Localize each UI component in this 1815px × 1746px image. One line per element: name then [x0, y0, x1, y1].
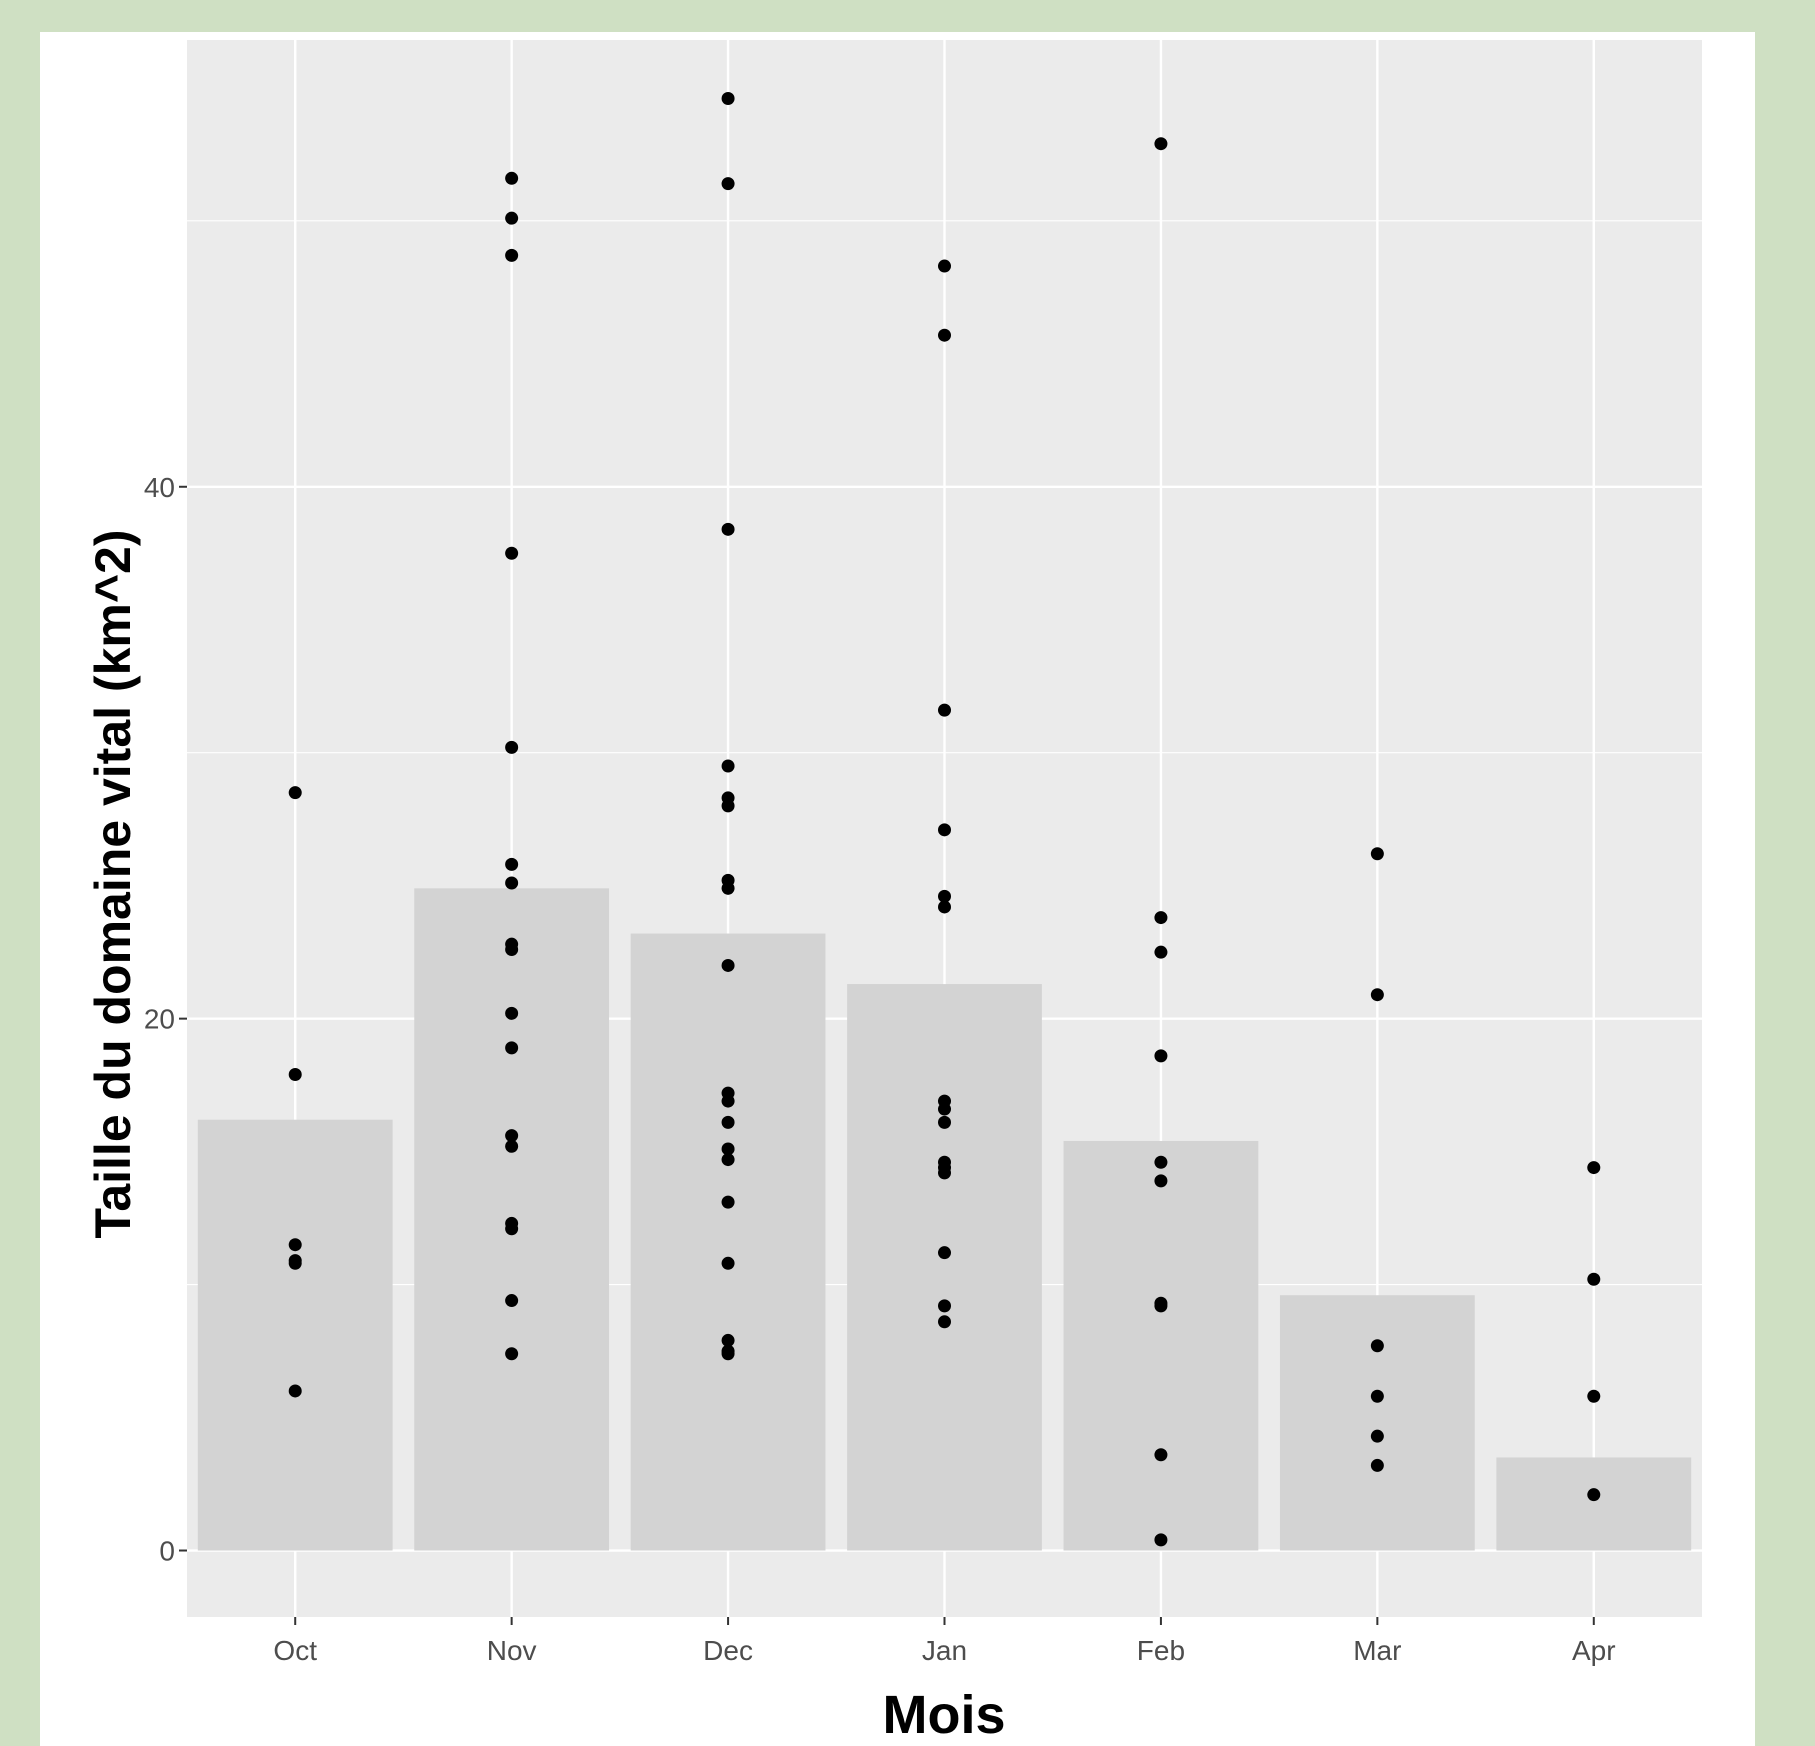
data-point: [288, 1384, 302, 1398]
data-point: [505, 876, 519, 890]
points: [288, 92, 1601, 1547]
chart: 0 20 40 Oct Nov Dec Jan Feb Mar Apr Mois Taille d…: [85, 40, 1702, 1745]
data-point: [505, 740, 519, 754]
axes: 0 20 40 Oct Nov Dec Jan Feb Mar Apr: [144, 472, 1616, 1666]
data-point: [1587, 1272, 1601, 1286]
x-tick-label: Nov: [487, 1635, 537, 1666]
data-point: [938, 1166, 951, 1180]
data-point: [938, 1299, 951, 1313]
data-point: [1154, 911, 1168, 925]
y-axis-title: Taille du domaine vital (km^2): [85, 530, 141, 1239]
data-point: [721, 92, 735, 106]
data-point: [938, 703, 951, 717]
x-tick-label: Apr: [1572, 1635, 1616, 1666]
data-point: [721, 759, 735, 773]
data-point: [505, 1129, 519, 1143]
y-tick-label: 20: [144, 1004, 175, 1035]
data-point: [721, 1094, 735, 1108]
data-point: [721, 1256, 735, 1270]
data-point: [938, 889, 951, 903]
y-tick-label: 0: [159, 1536, 175, 1567]
data-point: [505, 1041, 519, 1055]
data-point: [721, 881, 735, 895]
data-point: [721, 1347, 735, 1361]
data-point: [1154, 1049, 1168, 1063]
data-point: [1587, 1161, 1601, 1175]
data-point: [505, 857, 519, 871]
data-point: [505, 248, 519, 262]
data-point: [505, 1006, 519, 1020]
data-point: [1587, 1488, 1601, 1502]
bar: [847, 984, 1042, 1551]
data-point: [288, 786, 302, 800]
data-point: [938, 1115, 951, 1129]
data-point: [938, 259, 951, 273]
data-point: [721, 1115, 735, 1129]
data-point: [1154, 1155, 1168, 1169]
data-point: [938, 1102, 951, 1116]
data-point: [505, 1222, 519, 1236]
data-point: [938, 328, 951, 342]
y-tick-label: 40: [144, 472, 175, 503]
data-point: [288, 1067, 302, 1081]
bar: [1279, 1295, 1475, 1551]
data-point: [1587, 1389, 1601, 1403]
data-point: [1370, 847, 1384, 861]
data-point: [505, 211, 519, 225]
data-point: [1370, 1339, 1384, 1353]
data-point: [721, 1142, 735, 1156]
x-tick-label: Feb: [1137, 1635, 1185, 1666]
data-point: [505, 1347, 519, 1361]
bar: [197, 1119, 393, 1551]
data-point: [938, 823, 951, 837]
data-point: [721, 1195, 735, 1209]
data-point: [721, 177, 735, 191]
data-point: [505, 943, 519, 957]
data-point: [288, 1238, 302, 1252]
x-axis-title: Mois: [882, 1685, 1005, 1745]
figure-frame: 0 20 40 Oct Nov Dec Jan Feb Mar Apr Mois Taille d…: [40, 32, 1755, 1746]
data-point: [721, 1333, 735, 1347]
data-point: [288, 1256, 302, 1270]
data-point: [505, 1294, 519, 1308]
data-point: [938, 900, 951, 914]
x-tick-label: Dec: [703, 1635, 753, 1666]
bar: [1496, 1457, 1692, 1551]
data-point: [721, 958, 735, 972]
data-point: [1154, 1448, 1168, 1462]
data-point: [1370, 1458, 1384, 1472]
x-tick-label: Jan: [922, 1635, 967, 1666]
data-point: [505, 546, 519, 560]
bar: [630, 933, 826, 1551]
x-tick-label: Mar: [1353, 1635, 1401, 1666]
data-point: [721, 1153, 735, 1167]
data-point: [721, 799, 735, 813]
data-point: [505, 1139, 519, 1153]
data-point: [938, 1246, 951, 1260]
data-point: [1154, 1533, 1168, 1547]
data-point: [938, 1315, 951, 1329]
data-point: [1370, 1389, 1384, 1403]
data-point: [1154, 1299, 1168, 1313]
data-point: [1154, 137, 1168, 151]
data-point: [1154, 945, 1168, 959]
x-tick-label: Oct: [273, 1635, 317, 1666]
data-point: [1370, 1429, 1384, 1443]
bars: [197, 888, 1692, 1551]
data-point: [721, 522, 735, 536]
bar: [1063, 1140, 1259, 1551]
data-point: [505, 171, 519, 185]
data-point: [1370, 988, 1384, 1002]
data-point: [1154, 1174, 1168, 1188]
